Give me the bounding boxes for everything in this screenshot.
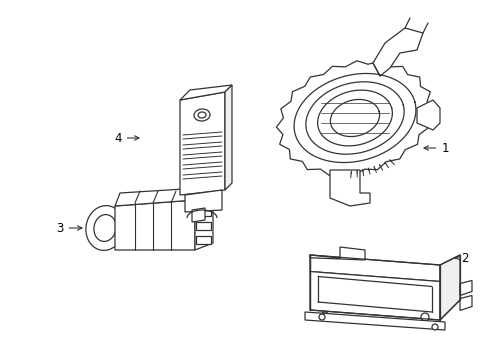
Polygon shape [224,85,231,190]
Circle shape [420,313,428,321]
Polygon shape [195,193,213,250]
Polygon shape [115,200,195,250]
Polygon shape [309,247,364,260]
Polygon shape [309,255,439,282]
Text: 3: 3 [56,221,82,234]
Polygon shape [276,61,433,175]
Circle shape [318,314,325,320]
Polygon shape [115,188,200,206]
Polygon shape [416,100,439,130]
Ellipse shape [86,206,124,251]
Polygon shape [180,92,224,195]
Circle shape [431,324,437,330]
Polygon shape [372,28,422,76]
Polygon shape [439,255,459,320]
Polygon shape [459,280,471,296]
Circle shape [320,312,328,320]
Polygon shape [329,170,369,206]
Polygon shape [192,208,204,222]
Polygon shape [459,296,471,310]
Bar [196,236,210,244]
Text: 2: 2 [455,252,468,265]
Polygon shape [309,271,439,320]
Bar [196,208,210,216]
Ellipse shape [198,112,205,118]
Ellipse shape [94,215,116,242]
Text: 1: 1 [423,141,448,154]
Polygon shape [305,312,444,330]
Ellipse shape [194,109,209,121]
Polygon shape [184,190,222,212]
Polygon shape [180,85,231,100]
Text: 4: 4 [114,131,139,144]
Bar [196,222,210,230]
